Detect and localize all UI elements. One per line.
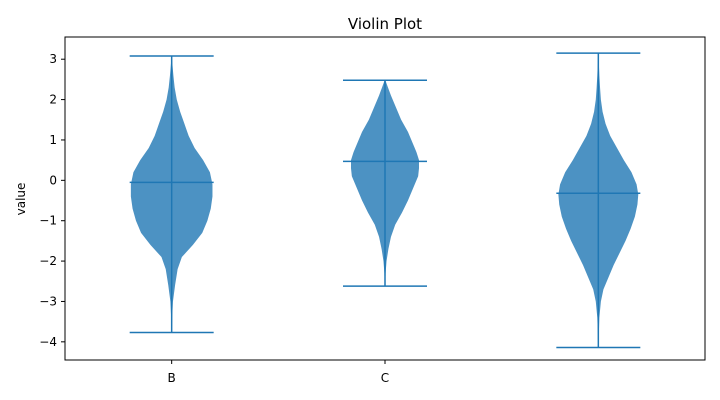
y-tick-label: −2 — [39, 254, 57, 268]
y-axis-ticks: 3 2 1 0 −1 −2 −3 −4 — [39, 52, 65, 349]
y-tick-label: −4 — [39, 335, 57, 349]
chart-title: Violin Plot — [348, 15, 422, 33]
y-tick-label: 3 — [49, 52, 57, 66]
y-tick-label: −3 — [39, 294, 57, 308]
x-tick-label: C — [381, 371, 389, 385]
y-tick-label: −1 — [39, 214, 57, 228]
y-tick-label: 2 — [49, 93, 57, 107]
extrema-median-lines — [129, 52, 641, 349]
y-axis-label: value — [14, 183, 28, 216]
y-tick-label: 0 — [49, 173, 57, 187]
x-tick-label: B — [168, 371, 176, 385]
y-tick-label: 1 — [49, 133, 57, 147]
